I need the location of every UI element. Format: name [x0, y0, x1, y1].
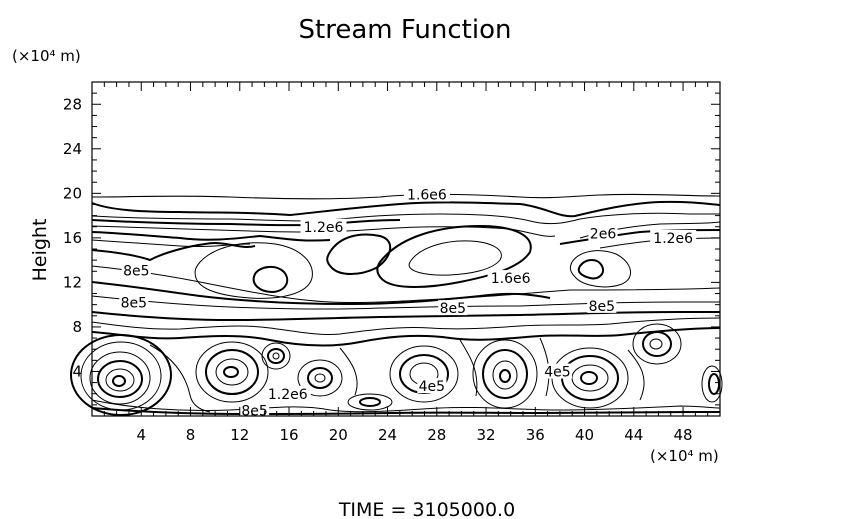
x-tick-label: 32	[476, 426, 495, 444]
contour-label-background	[239, 402, 270, 418]
y-axis-label: Height	[29, 219, 51, 282]
contour-label: 1.2e6	[268, 387, 308, 403]
contour-line	[459, 339, 478, 397]
contour-label: 1.2e6	[304, 220, 344, 236]
contour-label: 8e5	[440, 301, 466, 317]
contour-line	[339, 347, 358, 396]
x-tick-label: 36	[526, 426, 545, 444]
y-tick-labels: 4 8 12 16 20 24 28	[63, 95, 82, 380]
contour-label: 4e5	[419, 379, 445, 395]
axis-ticks	[92, 82, 720, 416]
contour-label-background	[438, 300, 468, 316]
contour-label: 1.6e6	[491, 271, 531, 287]
contour-label: 8e5	[123, 263, 149, 279]
chart-title: Stream Function	[299, 15, 512, 45]
contour-line	[326, 233, 391, 275]
contour-line	[91, 310, 720, 321]
contour-line	[194, 242, 313, 299]
contour-label-background	[119, 294, 149, 310]
x-tick-label: 48	[674, 426, 693, 444]
contour-line	[91, 295, 720, 310]
y-axis-unit-label: (×10⁴ m)	[12, 47, 81, 65]
contour-line	[91, 219, 401, 227]
contour-label-background	[417, 378, 447, 394]
contour-line	[91, 265, 721, 304]
y-tick-label: 20	[63, 184, 82, 202]
x-tick-label: 8	[186, 426, 196, 444]
x-tick-label: 20	[329, 426, 348, 444]
contour-line	[149, 344, 211, 413]
contour-line	[627, 349, 645, 401]
y-tick-label: 24	[63, 140, 82, 158]
x-tick-label: 44	[624, 426, 643, 444]
plot-frame	[91, 81, 721, 417]
x-tick-label: 4	[136, 426, 146, 444]
contour-line	[91, 317, 721, 336]
y-tick-label: 16	[63, 229, 82, 247]
contour-label-background	[542, 363, 573, 379]
y-tick-label: 8	[72, 318, 82, 336]
contour-line	[91, 327, 721, 347]
time-footer: TIME = 3105000.0	[338, 499, 515, 519]
contour-line	[91, 231, 331, 242]
contour-line	[252, 266, 289, 293]
x-tick-label: 28	[427, 426, 446, 444]
contour-line	[91, 407, 720, 415]
contour-label: 8e5	[241, 404, 267, 420]
contour-label-background	[300, 218, 347, 234]
contour-label: 1.6e6	[407, 188, 447, 204]
x-tick-label: 12	[230, 426, 249, 444]
contour-label-background	[588, 225, 618, 241]
x-tick-label: 40	[575, 426, 594, 444]
x-tick-label: 24	[378, 426, 397, 444]
contour-label-background	[264, 385, 311, 401]
contour-line	[91, 399, 721, 413]
contour-line	[91, 281, 551, 305]
contour-label-background	[121, 262, 151, 278]
contour-line	[376, 225, 532, 288]
contour-label-background	[403, 186, 450, 202]
contour-label: 8e5	[589, 299, 615, 315]
contour-line	[408, 240, 502, 276]
contour-label: 4e5	[544, 365, 570, 381]
contour-label-background	[587, 297, 617, 313]
y-tick-label: 4	[72, 362, 82, 380]
x-tick-labels: 4 8 12 16 20 24 28 32 36 40 44 48	[136, 426, 692, 444]
x-tick-label: 16	[279, 426, 298, 444]
contour-line	[91, 200, 721, 218]
contour-line	[569, 250, 631, 288]
contour-label: 2e6	[590, 227, 617, 243]
contour-line	[577, 259, 604, 280]
contour-label: 1.2e6	[653, 231, 693, 247]
y-tick-label: 12	[63, 273, 82, 291]
x-axis-unit-label: (×10⁴ m)	[650, 447, 719, 465]
contour-label-background	[650, 229, 697, 245]
contour-label: 8e5	[121, 296, 147, 312]
contour-label-background	[487, 270, 534, 286]
contour-line	[91, 212, 720, 225]
contour-line	[559, 229, 721, 245]
contour-lines	[70, 193, 723, 416]
y-tick-label: 28	[63, 95, 82, 113]
